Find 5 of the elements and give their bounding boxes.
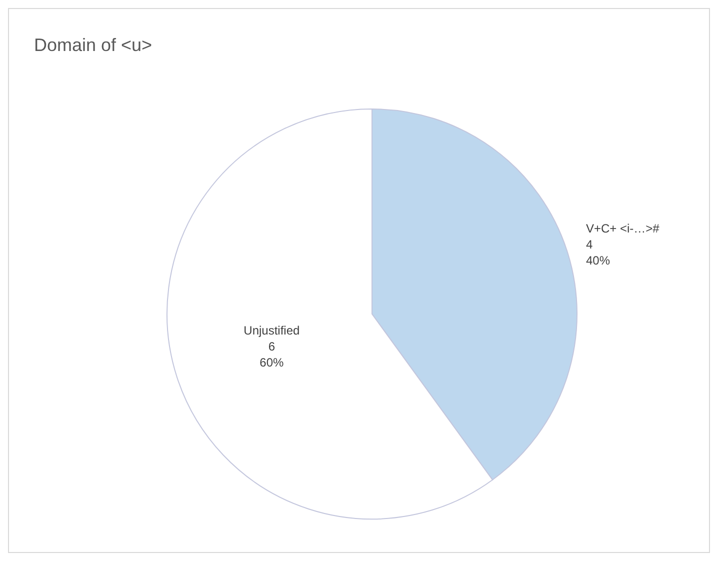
slice-label: Unjustified: [244, 324, 300, 338]
chart-title: Domain of <u>: [34, 35, 152, 55]
slice-label: V+C+ <i-…>#: [586, 221, 660, 236]
data-label: 4 40%: [586, 237, 610, 268]
data-label: 6 60%: [260, 340, 284, 370]
